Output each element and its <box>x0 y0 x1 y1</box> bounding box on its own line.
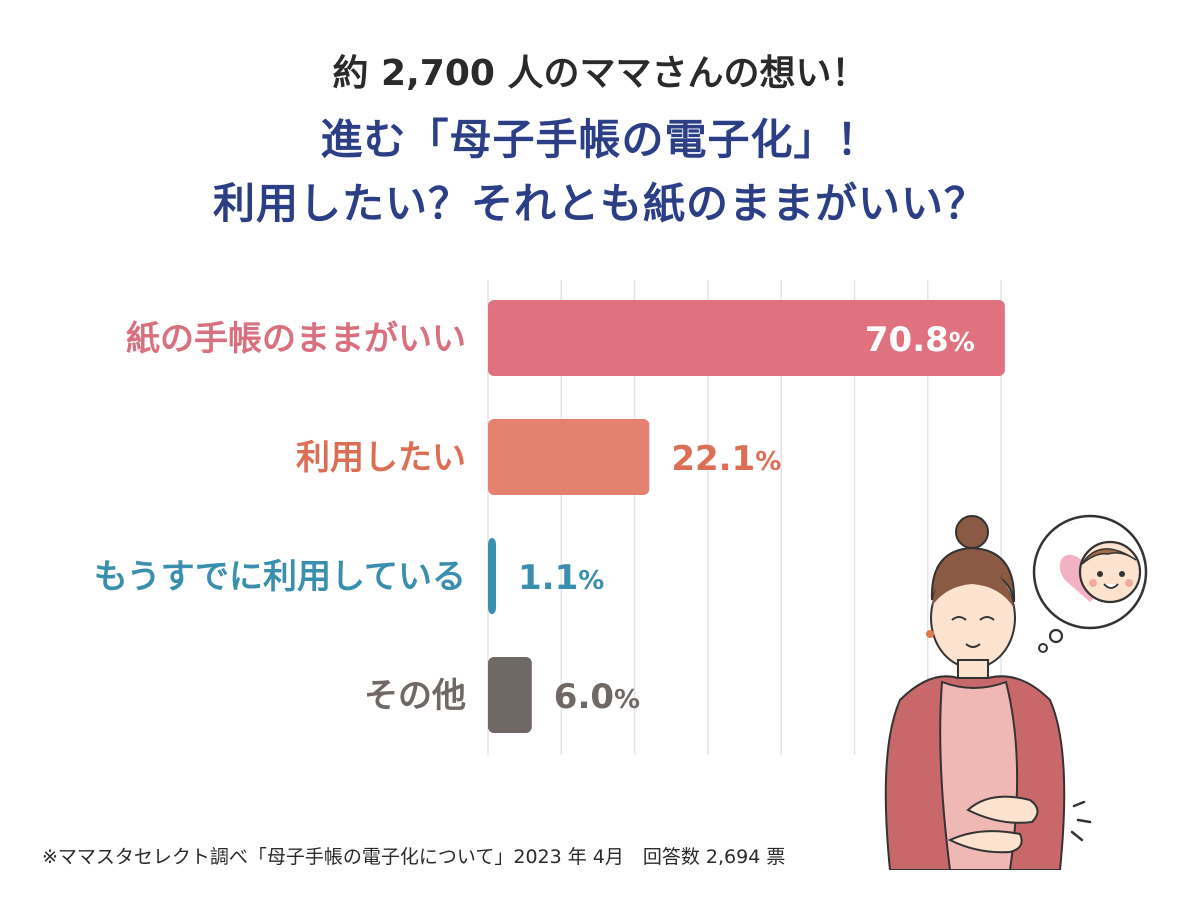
labels: 紙の手帳のままがいい 70.8% 利用したい 22.1% もうすでに利用している 1.1%… <box>94 319 975 717</box>
chart-title-line-2: 利用したい？それとも紙のままがいい？ <box>212 179 987 228</box>
thought-bubble <box>1032 514 1148 653</box>
pregnant-mother-illustration <box>884 514 1148 870</box>
value-label: 70.8% <box>865 320 975 360</box>
category-label: その他 <box>364 676 466 716</box>
value-label: 6.0% <box>554 677 640 717</box>
value-label: 22.1% <box>671 439 781 479</box>
bar <box>488 657 532 733</box>
chart-subtitle: 約 2,700 人のママさんの想い！ <box>332 53 868 94</box>
header: 約 2,700 人のママさんの想い！ 進む「母子手帳の電子化」！ 利用したい？そ… <box>0 44 1200 236</box>
value-label: 1.1% <box>518 558 604 598</box>
bars <box>488 300 1005 733</box>
mother-figure <box>884 515 1092 870</box>
footnote: ※ママスタセレクト調べ「母子手帳の電子化について」2023 年 4月 回答数 2… <box>42 846 786 868</box>
baby-face-icon <box>1078 540 1142 604</box>
bar <box>488 300 1005 376</box>
category-label: 利用したい <box>296 438 466 478</box>
bar-chart: 紙の手帳のままがいい 70.8% 利用したい 22.1% もうすでに利用している 1.1%… <box>94 280 1005 755</box>
category-label: 紙の手帳のままがいい <box>126 319 466 359</box>
bar <box>488 419 650 495</box>
bar <box>488 538 497 614</box>
chart-title-line-1: 進む「母子手帳の電子化」！ <box>320 115 880 164</box>
category-label: もうすでに利用している <box>94 557 466 597</box>
